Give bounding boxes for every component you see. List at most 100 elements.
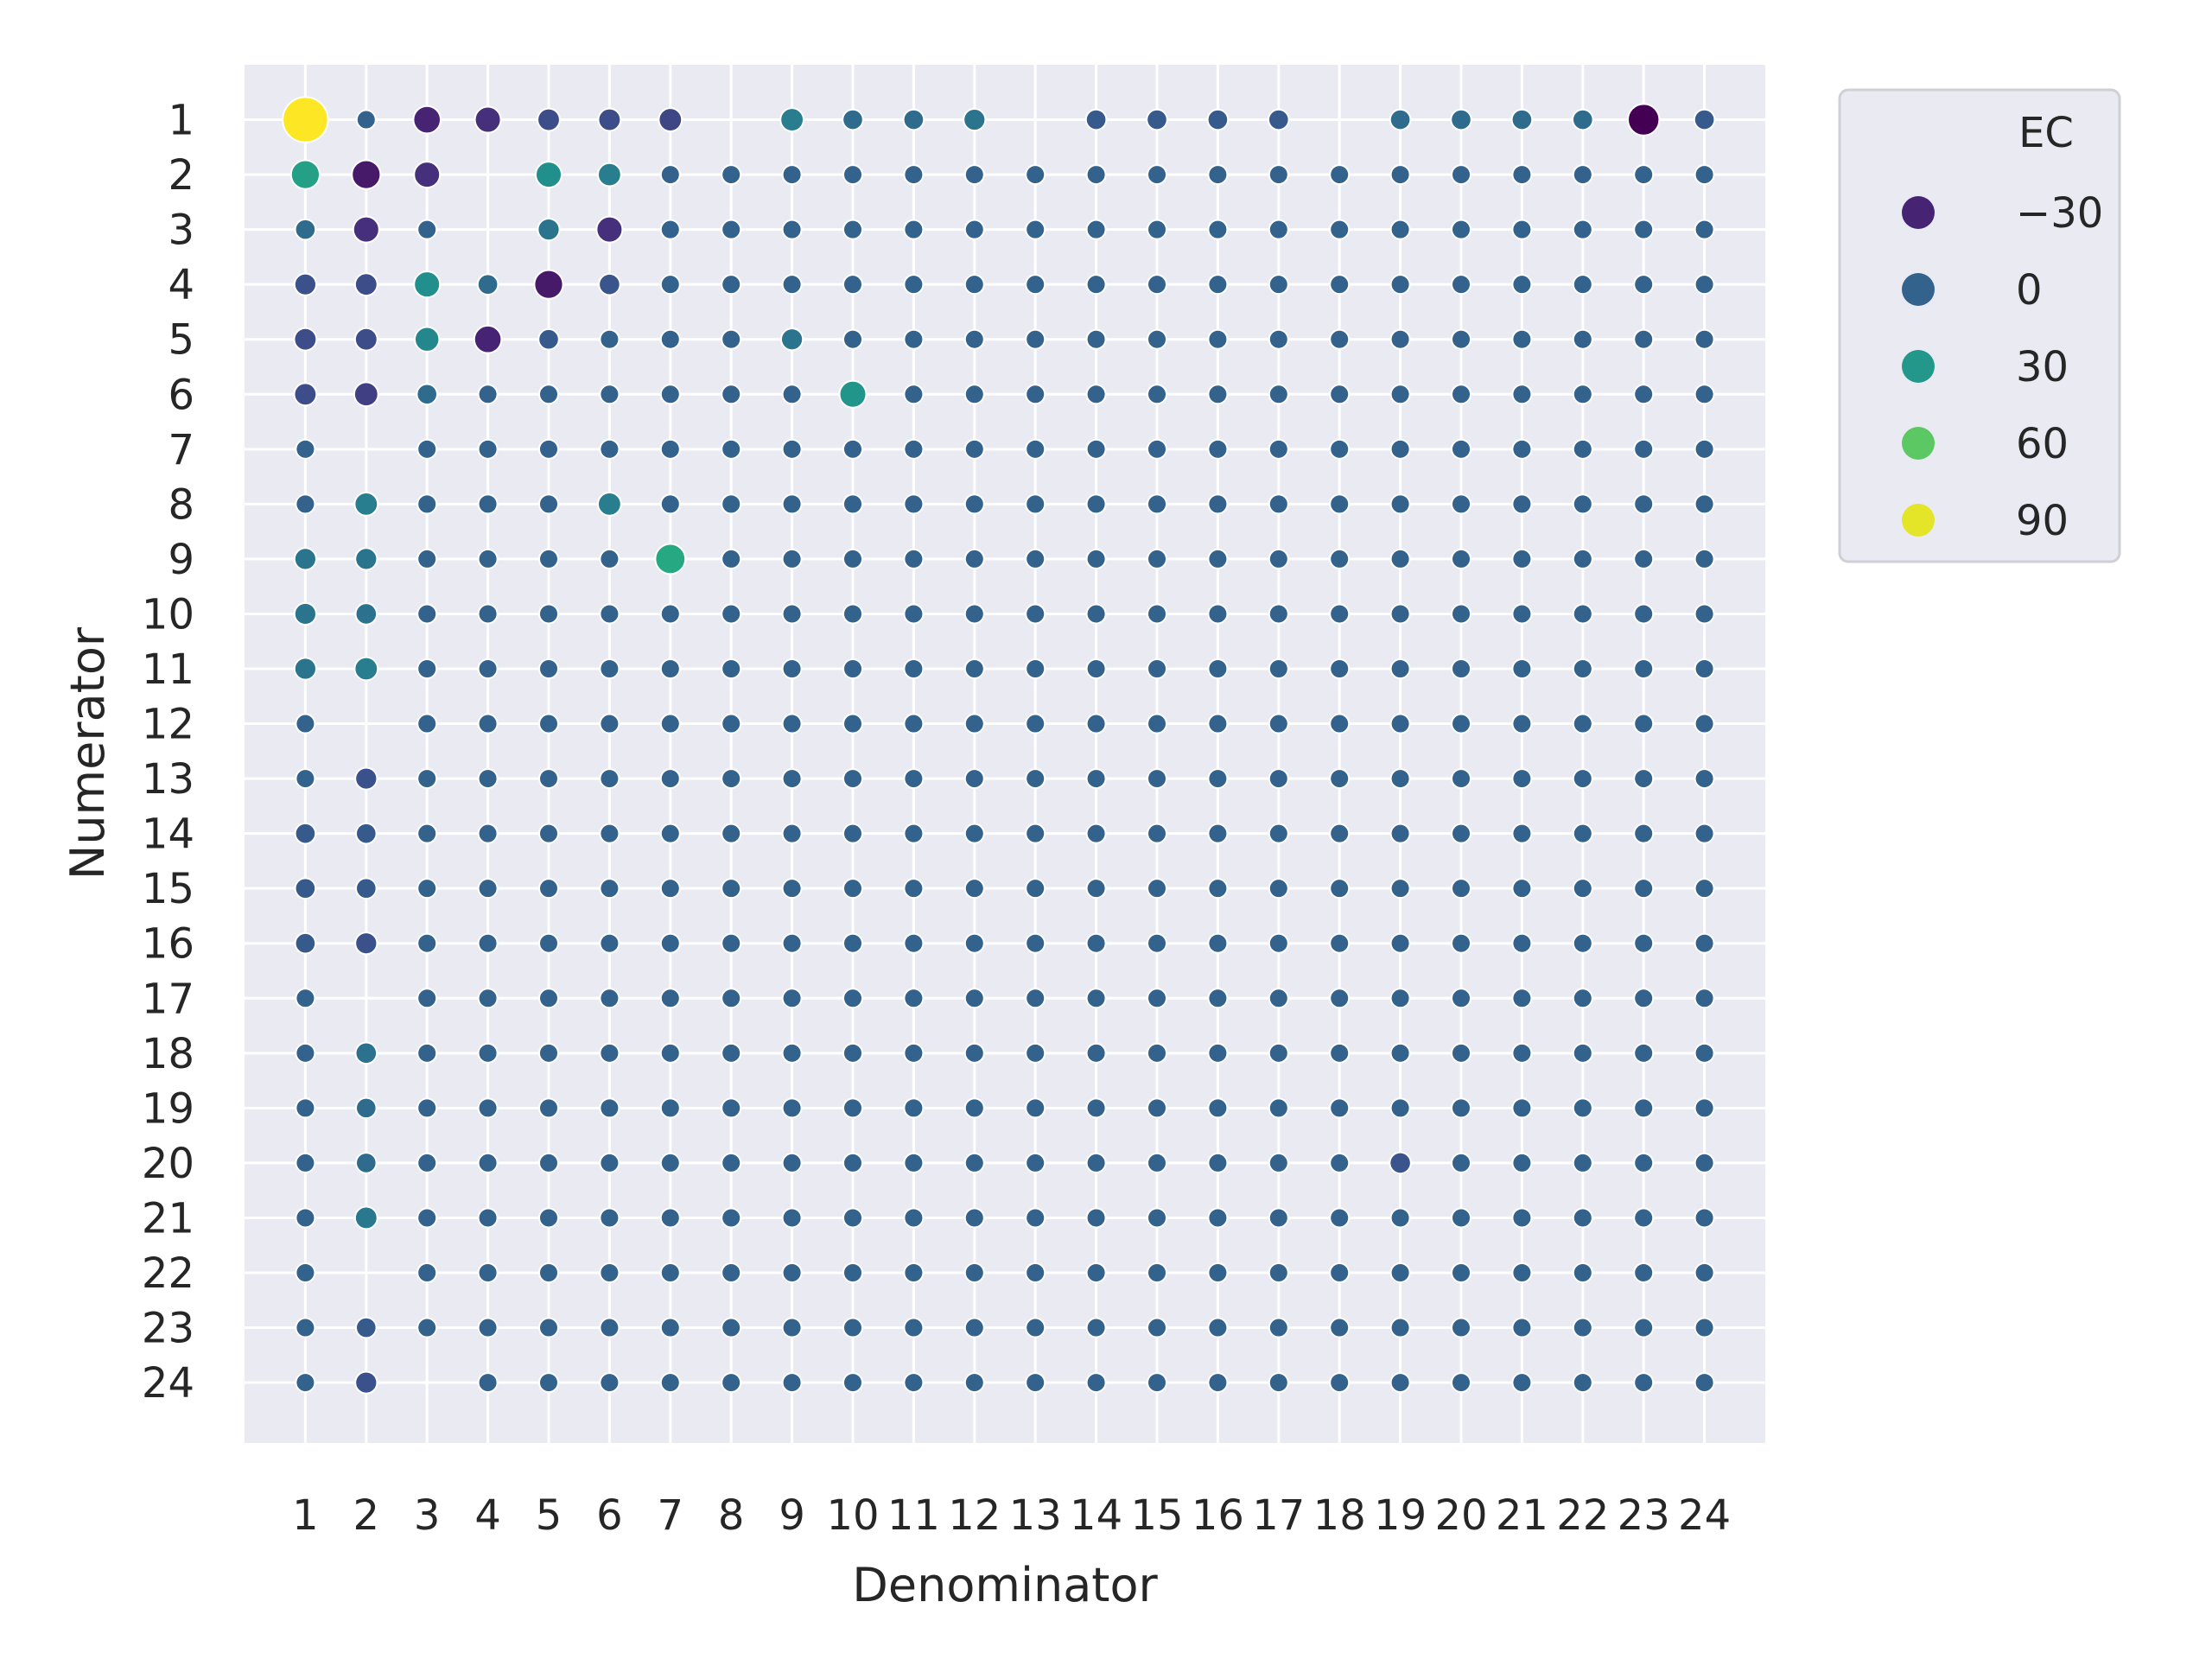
data-point xyxy=(294,822,317,845)
data-point xyxy=(903,932,925,954)
data-point xyxy=(1085,823,1107,844)
data-point xyxy=(903,438,925,460)
data-point xyxy=(659,768,681,790)
data-point xyxy=(1633,1317,1655,1338)
points xyxy=(282,96,1716,1395)
data-point xyxy=(1389,493,1411,515)
data-point xyxy=(1633,932,1655,954)
data-point xyxy=(295,768,316,790)
data-point xyxy=(1329,988,1351,1009)
data-point xyxy=(1329,1207,1351,1229)
data-point xyxy=(1451,658,1471,680)
data-point xyxy=(1025,1372,1046,1394)
data-point xyxy=(416,438,438,460)
data-point xyxy=(1389,713,1411,734)
data-point xyxy=(1025,1262,1046,1284)
data-point xyxy=(1329,713,1351,734)
data-point xyxy=(1633,493,1655,515)
x-tick-label: 15 xyxy=(1130,1491,1183,1540)
data-point xyxy=(903,1262,925,1284)
data-point xyxy=(413,161,442,189)
data-point xyxy=(963,274,985,296)
data-point xyxy=(780,327,804,352)
data-point xyxy=(842,1042,863,1064)
data-point xyxy=(599,1317,620,1338)
legend: EC −30 0 30 60 90 xyxy=(1838,88,2121,563)
x-tick-label: 14 xyxy=(1070,1491,1122,1540)
data-point xyxy=(537,218,561,242)
data-point xyxy=(1025,164,1046,186)
data-point xyxy=(1147,219,1167,240)
data-point xyxy=(538,658,559,680)
data-point xyxy=(416,878,438,899)
data-point xyxy=(963,603,985,625)
data-point xyxy=(477,932,499,954)
data-point xyxy=(1207,1207,1229,1229)
data-point xyxy=(721,1097,742,1119)
data-point xyxy=(1694,438,1715,460)
data-point xyxy=(477,493,499,515)
data-point xyxy=(1389,1042,1411,1064)
data-point xyxy=(599,438,620,460)
data-point xyxy=(842,1317,863,1338)
data-point xyxy=(659,219,681,240)
data-point xyxy=(1085,219,1107,240)
data-point xyxy=(1085,164,1107,186)
data-point xyxy=(1207,1262,1229,1284)
data-point xyxy=(295,1207,316,1229)
data-point xyxy=(1147,548,1167,569)
data-point xyxy=(903,1152,925,1173)
data-point xyxy=(963,768,985,790)
y-tick-label: 17 xyxy=(142,975,194,1023)
data-point xyxy=(294,218,317,241)
data-point xyxy=(1694,603,1715,625)
data-point xyxy=(1025,932,1046,954)
data-point xyxy=(294,877,317,899)
data-point xyxy=(1268,603,1289,625)
data-point xyxy=(1329,658,1351,680)
data-point xyxy=(1147,1097,1167,1119)
data-point xyxy=(1694,1152,1715,1173)
data-point xyxy=(659,493,681,515)
data-point xyxy=(1572,878,1593,899)
data-point xyxy=(1025,548,1046,569)
data-point xyxy=(1572,1097,1593,1119)
data-point xyxy=(1268,823,1289,844)
data-point xyxy=(1268,1262,1289,1284)
data-point xyxy=(1085,1262,1107,1284)
data-point xyxy=(1511,219,1533,240)
y-tick-label: 15 xyxy=(142,865,194,913)
data-point xyxy=(353,1205,378,1230)
legend-marker xyxy=(1902,273,1935,306)
data-point xyxy=(781,988,803,1009)
data-point xyxy=(355,1152,378,1174)
data-point xyxy=(599,658,620,680)
data-point xyxy=(1147,658,1167,680)
data-point xyxy=(416,603,438,625)
data-point xyxy=(1147,768,1167,790)
data-point xyxy=(1085,1152,1107,1173)
data-point xyxy=(781,548,803,569)
data-point xyxy=(842,164,863,186)
data-point xyxy=(477,988,499,1009)
data-point xyxy=(1511,1317,1533,1338)
data-point xyxy=(842,274,863,296)
plot-area xyxy=(245,65,1765,1443)
data-point xyxy=(721,548,742,569)
data-point xyxy=(477,1042,499,1064)
data-point xyxy=(659,1372,681,1394)
data-point xyxy=(416,548,438,569)
data-point xyxy=(963,384,985,405)
data-point xyxy=(781,1097,803,1119)
data-point xyxy=(477,1207,499,1229)
data-point xyxy=(1025,658,1046,680)
data-point xyxy=(295,1317,316,1338)
y-tick-label: 21 xyxy=(142,1194,194,1243)
data-point xyxy=(1511,768,1533,790)
data-point xyxy=(842,548,863,569)
data-point xyxy=(1329,768,1351,790)
y-axis-label: Numerator xyxy=(60,626,115,880)
legend-label: 0 xyxy=(2016,266,2043,315)
data-point xyxy=(538,603,559,625)
data-point xyxy=(659,932,681,954)
